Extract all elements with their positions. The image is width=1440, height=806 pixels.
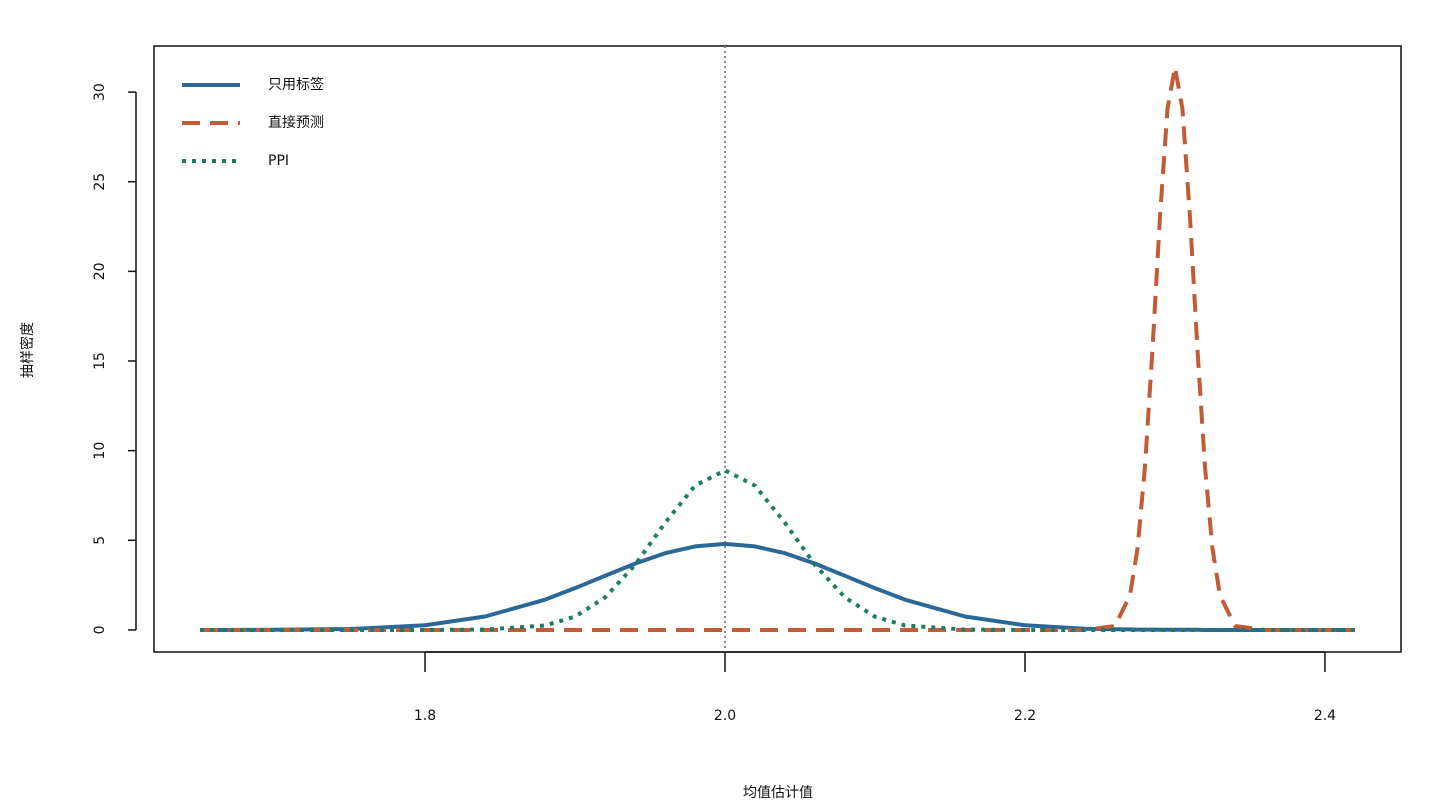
y-tick-label: 20	[92, 262, 108, 280]
y-tick-label: 5	[92, 536, 108, 545]
y-tick-label: 30	[92, 83, 108, 101]
x-tick-label: 2.2	[1014, 708, 1036, 724]
legend-label: 只用标签	[268, 76, 324, 93]
legend-label: PPI	[268, 153, 289, 169]
x-tick-label: 1.8	[414, 708, 436, 724]
series-line	[200, 64, 1355, 632]
y-axis-label: 抽样密度	[19, 322, 36, 378]
legend-label: 直接预测	[268, 114, 324, 131]
y-tick-label: 0	[92, 625, 108, 634]
x-tick-label: 2.0	[714, 708, 736, 724]
series-line	[200, 541, 1355, 632]
x-tick-label: 2.4	[1314, 708, 1336, 724]
x-axis-label: 均值估计值	[743, 785, 813, 801]
y-tick-label: 15	[92, 352, 108, 370]
series-line	[200, 468, 1355, 632]
y-tick-label: 25	[92, 173, 108, 191]
y-tick-label: 10	[92, 442, 108, 460]
